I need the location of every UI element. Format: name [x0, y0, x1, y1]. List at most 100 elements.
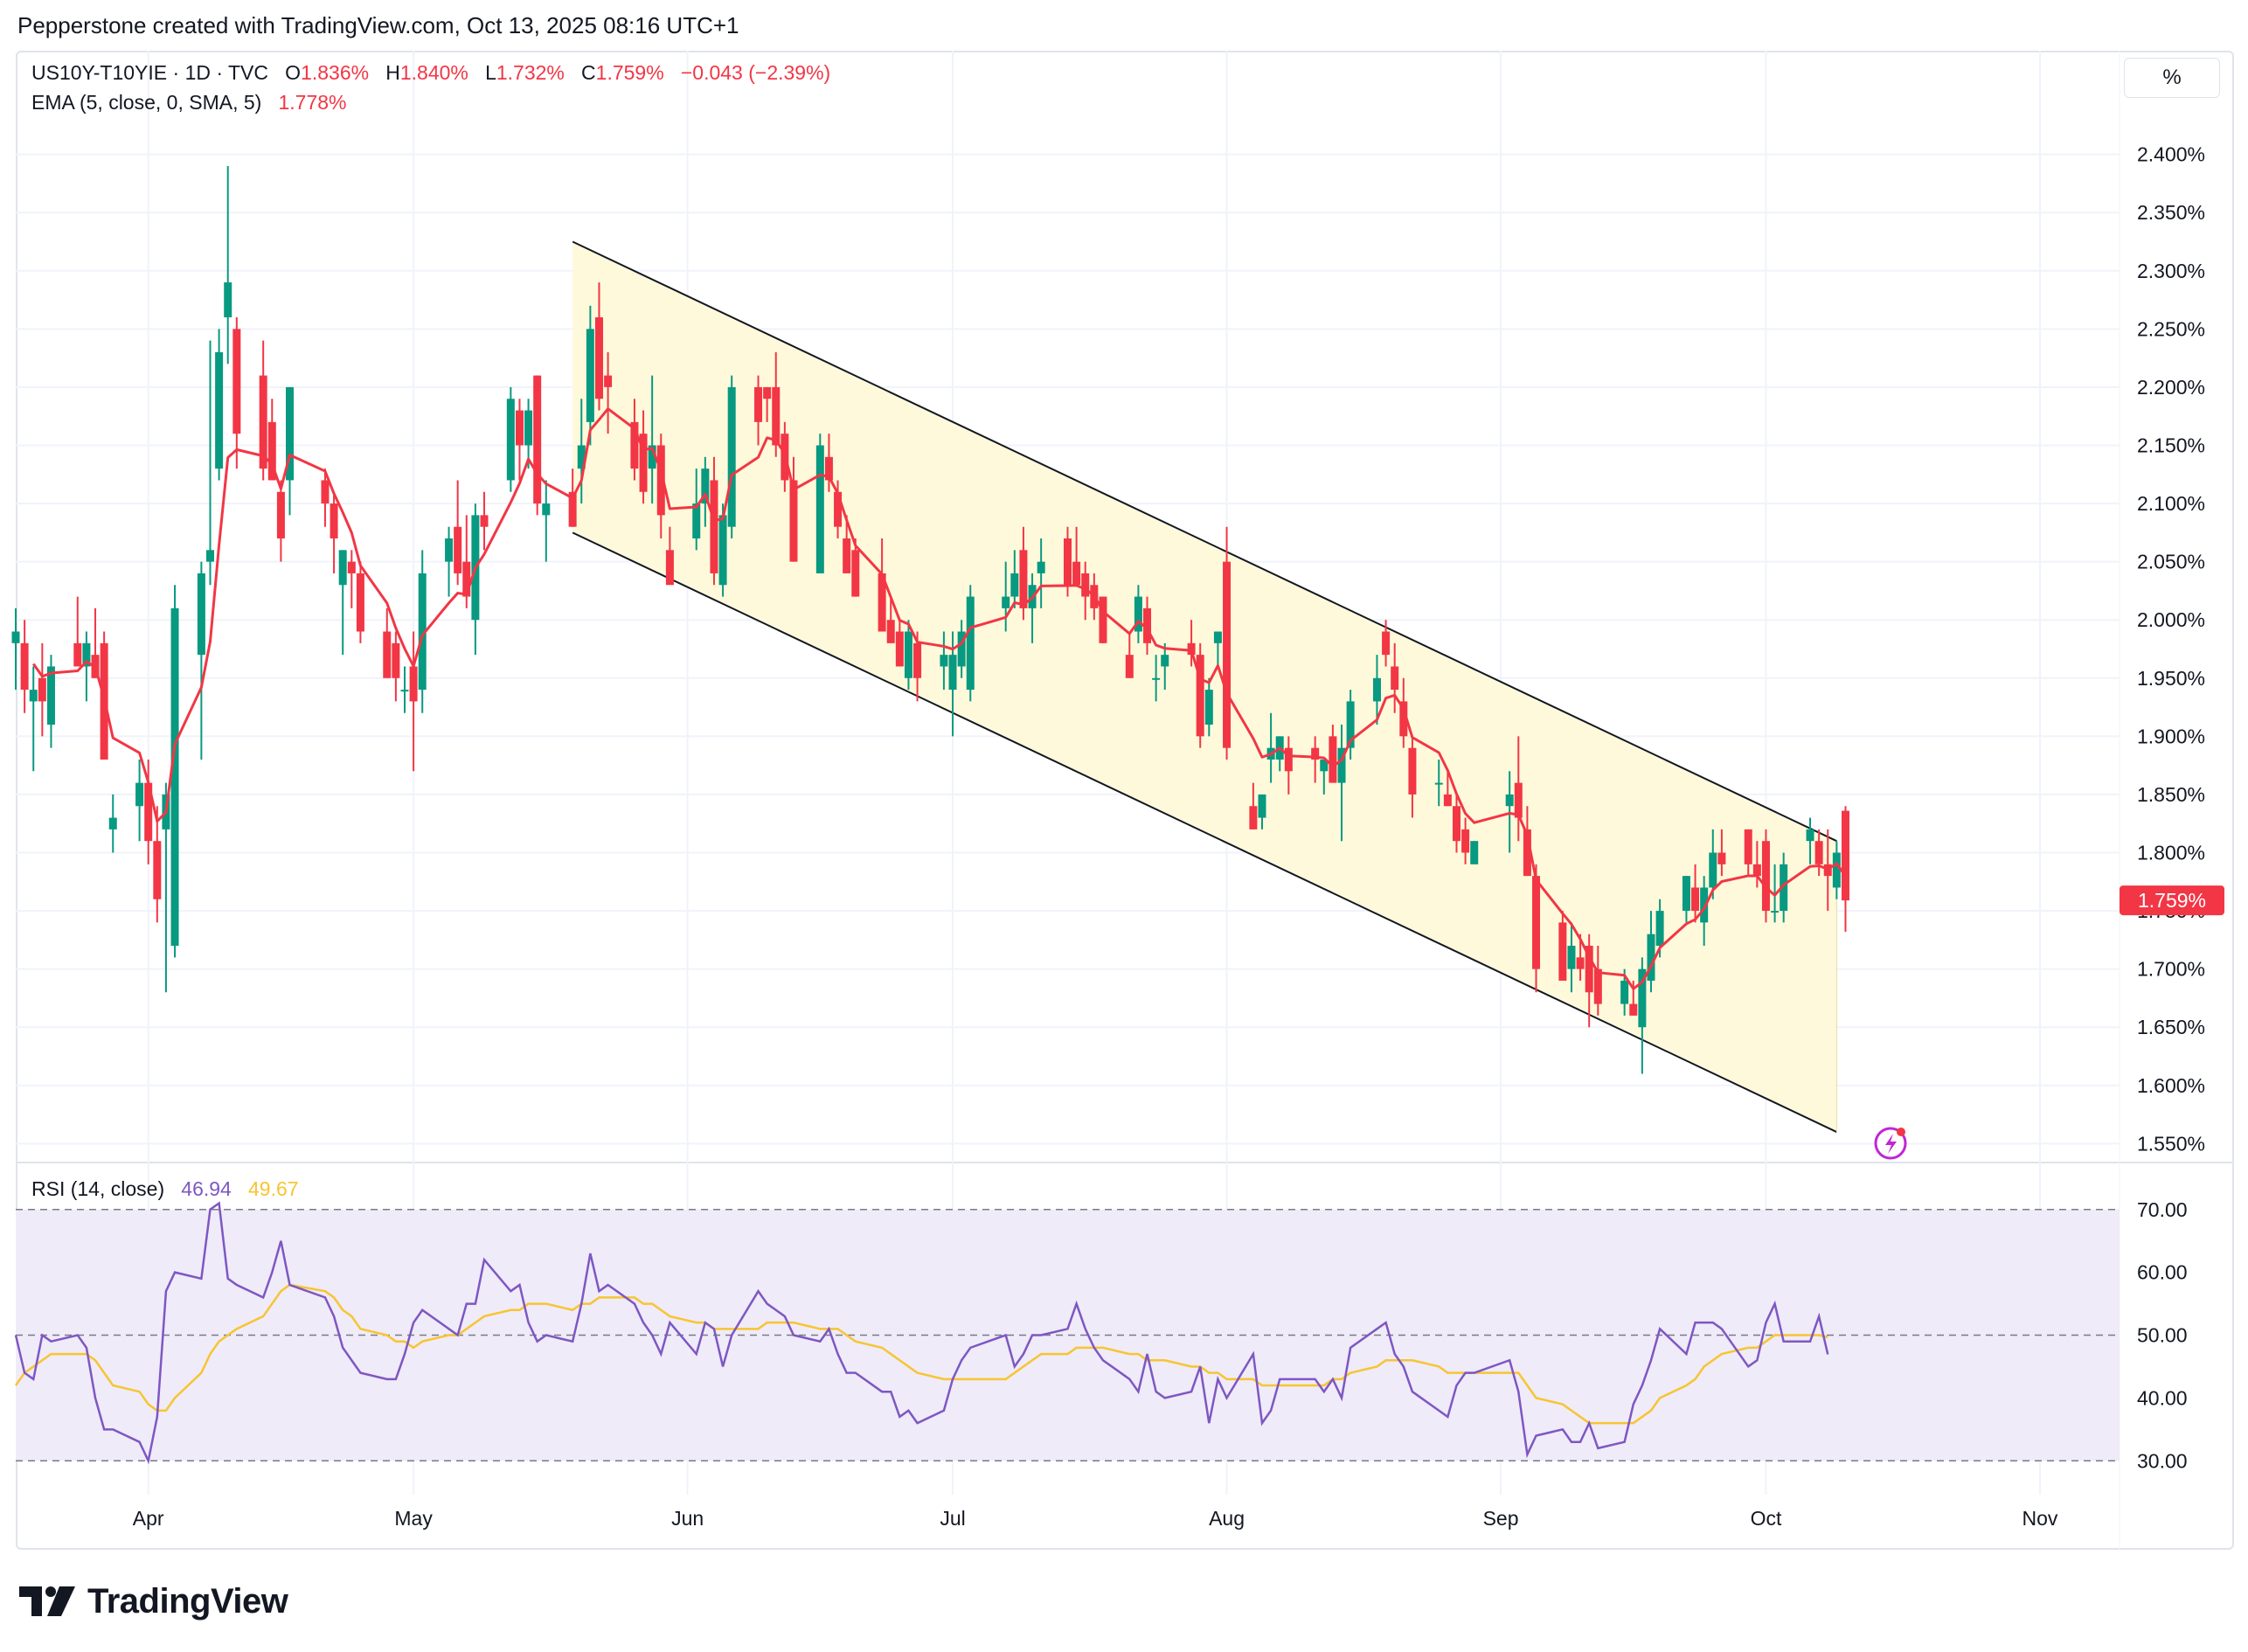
candle-body — [834, 491, 843, 527]
candle-body — [215, 351, 224, 469]
price-axis-label: 2.150% — [2137, 434, 2205, 456]
candle-body — [542, 503, 551, 516]
rsi-legend[interactable]: RSI (14, close) 46.94 49.67 — [31, 1177, 299, 1201]
candle-body — [392, 642, 400, 678]
x-axis-label: Jun — [671, 1507, 704, 1530]
candle-body — [1346, 701, 1355, 748]
candle-body — [170, 607, 179, 947]
candle-body — [1532, 876, 1541, 969]
candle-body — [1470, 841, 1479, 864]
symbol-name[interactable]: US10Y-T10YIE · 1D · TVC — [31, 61, 268, 84]
price-axis-label: 1.600% — [2137, 1074, 2205, 1097]
candle-body — [259, 375, 267, 469]
price-axis-label: 1.550% — [2137, 1132, 2205, 1155]
candle-body — [144, 782, 153, 842]
candle-body — [568, 491, 577, 527]
price-axis-label: 1.900% — [2137, 725, 2205, 747]
candle-body — [1337, 747, 1346, 783]
candle-body — [197, 573, 205, 656]
price-axis-label: 1.650% — [2137, 1016, 2205, 1038]
candle-body — [1213, 631, 1222, 643]
candle-body — [445, 538, 454, 562]
candle-body — [1443, 794, 1452, 807]
candle-body — [1196, 655, 1204, 737]
ema-value: 1.778% — [278, 91, 347, 114]
percent-scale-button[interactable]: % — [2124, 58, 2220, 98]
candle-body — [1558, 922, 1567, 981]
candle-body — [1629, 1003, 1638, 1016]
candle-body — [639, 434, 648, 492]
rsi-ma-line — [14, 1283, 1828, 1425]
rsi-ma-value: 49.67 — [248, 1177, 299, 1200]
candle-body — [1620, 980, 1629, 1004]
tradingview-logo[interactable]: TradingView — [19, 1582, 288, 1621]
candle-body — [1329, 736, 1337, 783]
candle-body — [400, 690, 409, 692]
candle-body — [1258, 794, 1266, 818]
candle-body — [1682, 876, 1690, 912]
candle-body — [1081, 573, 1090, 597]
last-price-badge: 1.759% — [2138, 889, 2206, 912]
candle-body — [630, 421, 639, 469]
candle-body — [1187, 642, 1196, 656]
candle-body — [1523, 829, 1531, 877]
x-axis-label: Apr — [133, 1507, 164, 1530]
candle-body — [1841, 810, 1849, 901]
ema-legend[interactable]: EMA (5, close, 0, SMA, 5) 1.778% — [31, 91, 347, 115]
price-axis-label: 2.200% — [2137, 376, 2205, 399]
rsi-axis-label: 40.00 — [2137, 1386, 2188, 1409]
close-value: 1.759% — [595, 61, 664, 84]
candle-body — [1691, 887, 1700, 912]
candle-body — [1002, 596, 1010, 608]
candle-body — [665, 550, 674, 586]
candle-body — [727, 386, 736, 527]
candle-body — [1771, 911, 1780, 913]
candle-body — [515, 410, 524, 446]
candle-body — [1320, 759, 1329, 772]
open-value: 1.836% — [301, 61, 370, 84]
candle-body — [1638, 968, 1647, 1028]
candle-body — [1037, 561, 1045, 573]
candle-body — [940, 655, 948, 667]
candle-body — [577, 445, 586, 469]
low-value: 1.732% — [496, 61, 565, 84]
candle-body — [1284, 747, 1293, 772]
candle-body — [1143, 607, 1152, 643]
candle-body — [321, 480, 330, 504]
channel-lower-line — [572, 531, 1837, 1133]
price-axis-label: 2.000% — [2137, 608, 2205, 631]
candle-body — [1567, 946, 1576, 969]
candle-body — [1408, 747, 1417, 795]
price-axis-label: 2.350% — [2137, 201, 2205, 224]
candle-body — [1814, 841, 1823, 864]
chart-attribution: Pepperstone created with TradingView.com… — [17, 12, 739, 38]
candle-body — [533, 375, 542, 504]
candle-body — [586, 329, 594, 422]
candle-body — [1593, 968, 1602, 1004]
candle-body — [1647, 934, 1655, 981]
candle-body — [948, 655, 957, 691]
tradingview-logo-icon — [19, 1586, 75, 1616]
candle-body — [338, 550, 347, 586]
candle-body — [1709, 852, 1717, 888]
candle-body — [1832, 852, 1841, 888]
candle-body — [1099, 596, 1107, 643]
rsi-label: RSI (14, close) — [31, 1177, 165, 1200]
candle-body — [895, 631, 904, 667]
price-axis-label: 2.400% — [2137, 143, 2205, 166]
candle-body — [1072, 561, 1081, 586]
candle-body — [1223, 561, 1232, 748]
candle-body — [1161, 655, 1169, 667]
high-label: H — [385, 61, 400, 84]
candle-body — [913, 642, 922, 678]
lightning-bolt-glyph — [1885, 1134, 1897, 1154]
candle-body — [692, 503, 701, 539]
candle-body — [524, 410, 533, 446]
last-price-badge-bg — [2120, 885, 2224, 916]
rsi-axis-label: 70.00 — [2137, 1198, 2188, 1221]
candle-body — [710, 480, 718, 573]
candle-body — [276, 491, 285, 539]
candle-body — [506, 399, 515, 481]
candle-body — [224, 282, 232, 318]
